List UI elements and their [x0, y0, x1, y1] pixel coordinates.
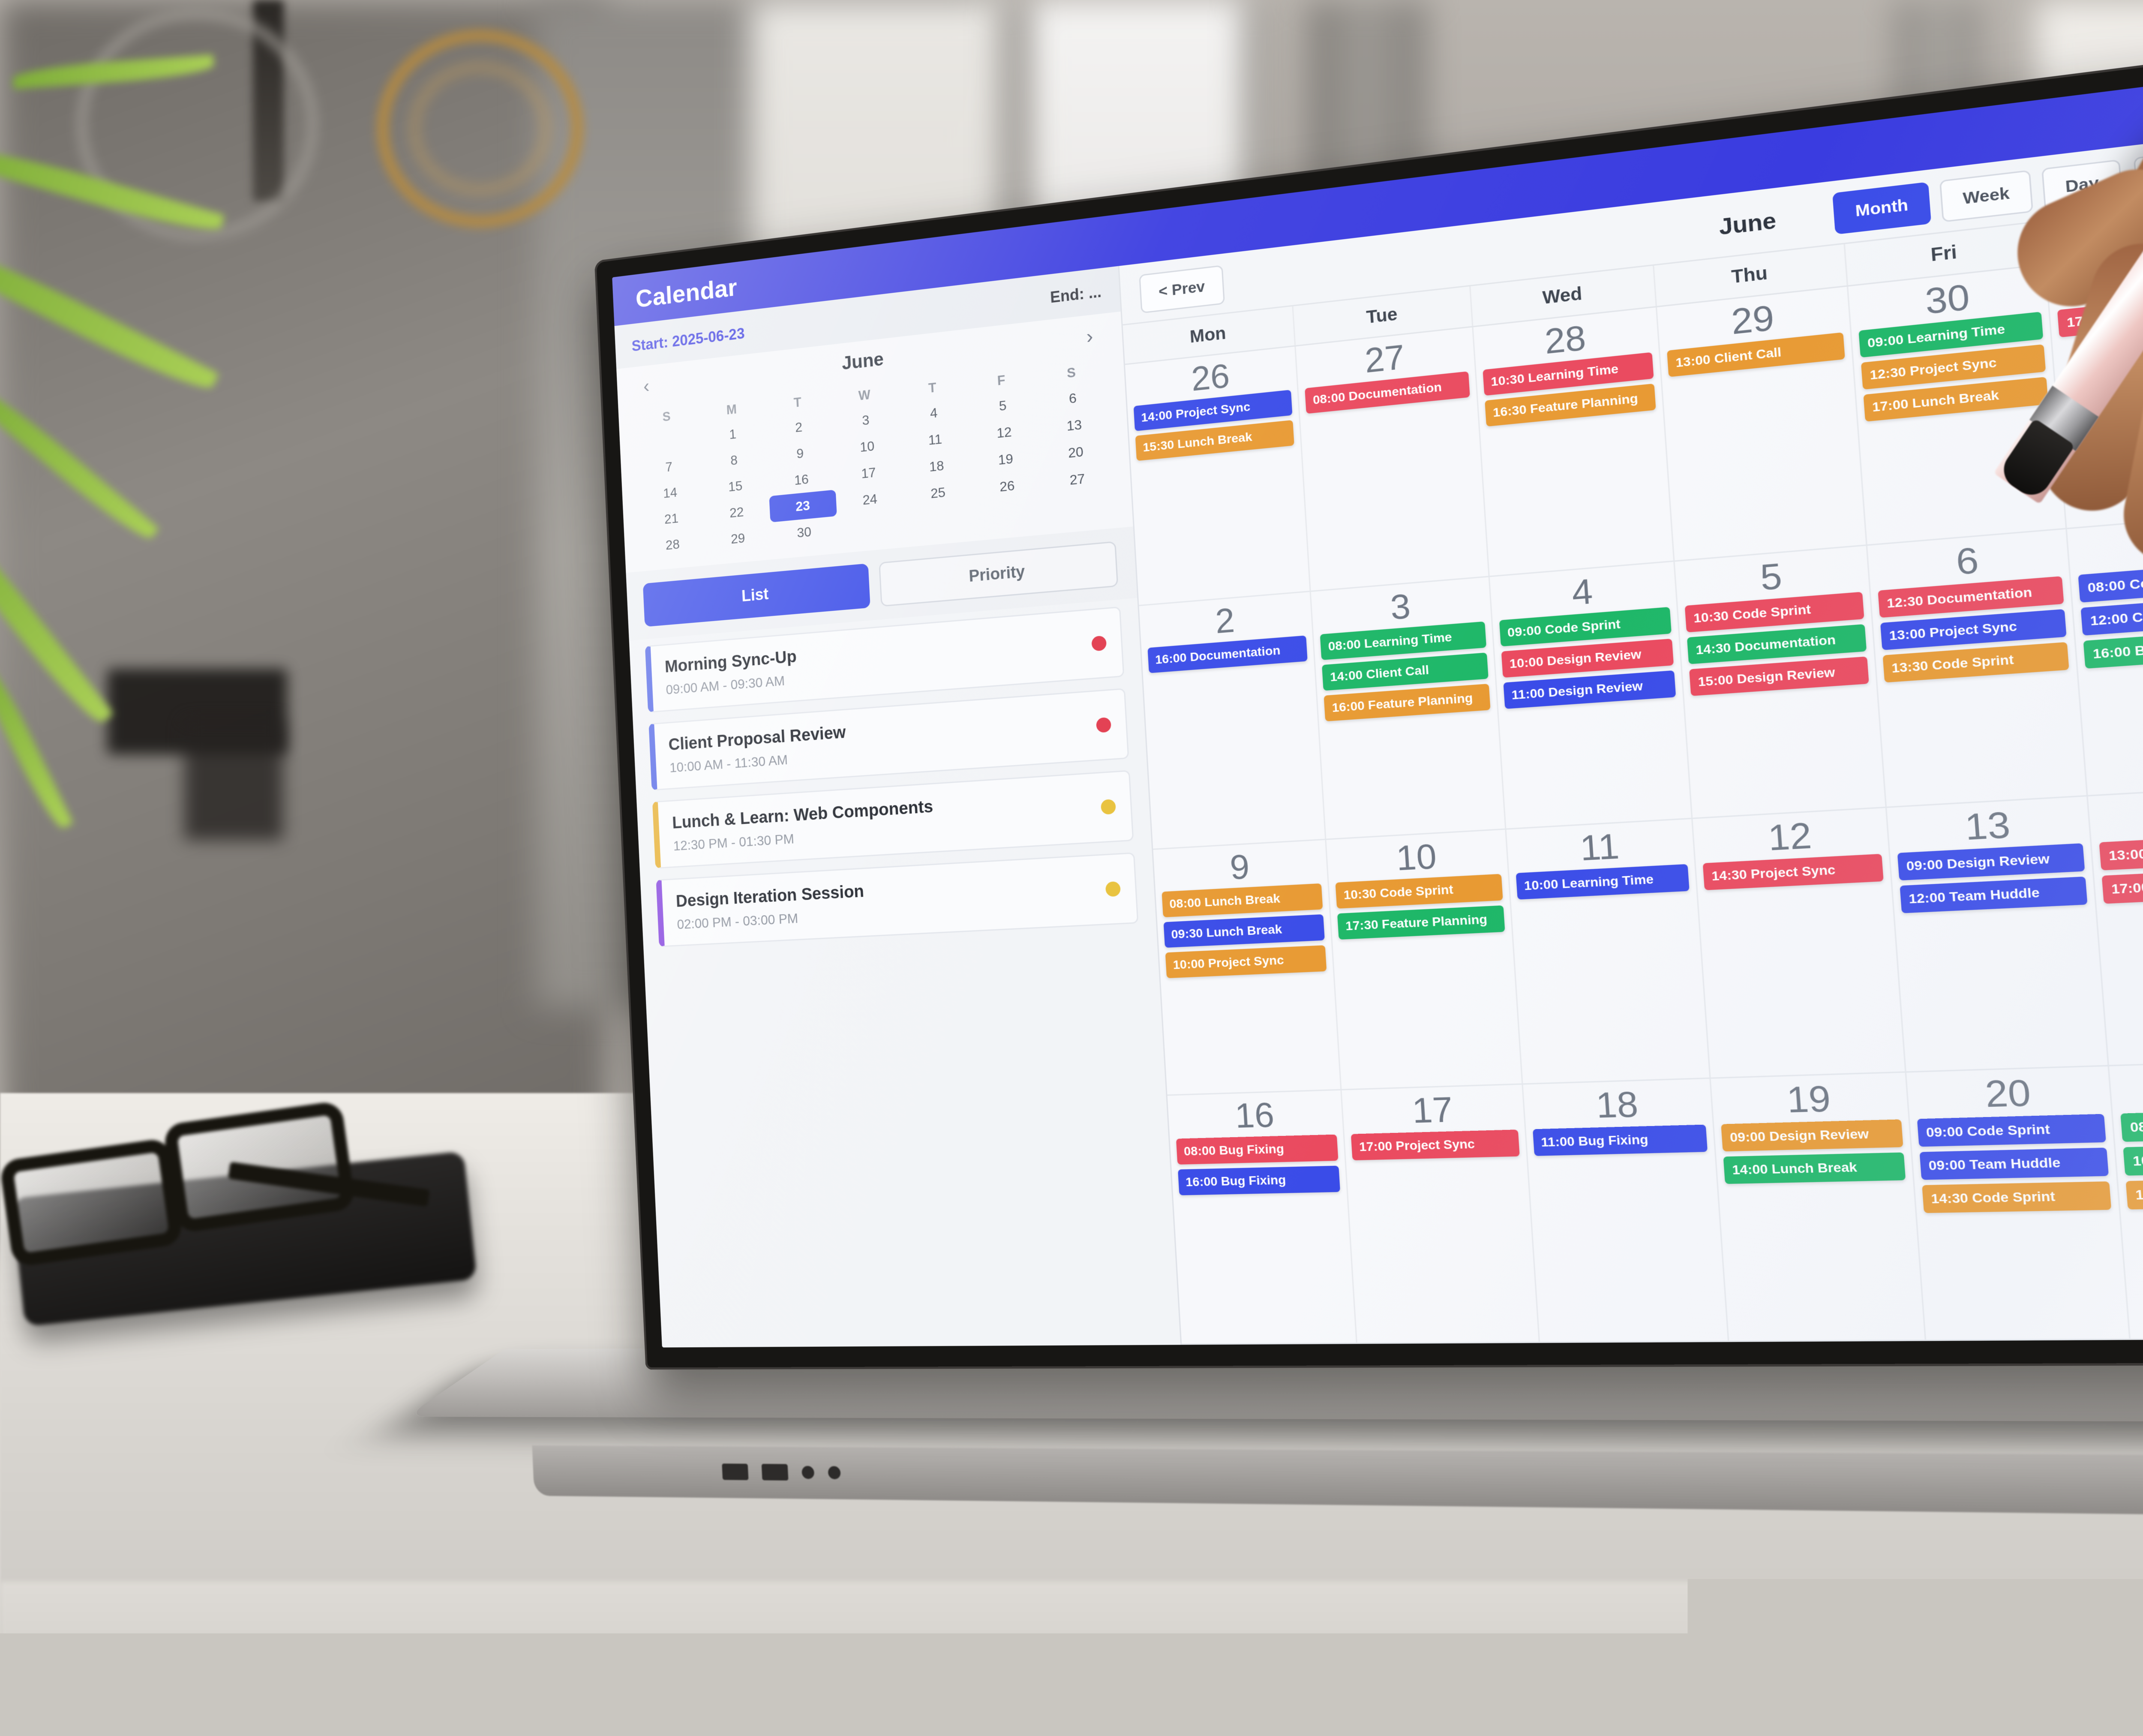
- calendar-event-chip[interactable]: 09:00 Design Review: [1721, 1120, 1903, 1152]
- hand-with-stylus: [1886, 0, 2143, 1243]
- mini-calendar-month-label: June: [841, 349, 884, 375]
- mini-calendar-day[interactable]: 29: [705, 523, 771, 555]
- sidebar-event-status-dot: [1105, 881, 1121, 897]
- range-start-label[interactable]: Start: 2025-06-23: [631, 324, 745, 355]
- calendar-day-cell[interactable]: 16 08:00 Bug Fixing 16:00 Bug Fixing: [1168, 1090, 1358, 1343]
- calendar-event-chip[interactable]: 10:00 Project Sync: [1165, 945, 1327, 978]
- port-audio: [801, 1466, 814, 1479]
- calendar-day-cell[interactable]: 2 16:00 Documentation: [1139, 592, 1327, 849]
- sidebar-tab-priority[interactable]: Priority: [879, 541, 1118, 607]
- sidebar-event-list: Morning Sync-Up 09:00 AM - 09:30 AM Client…: [629, 598, 1181, 1347]
- laptop-ports: [722, 1463, 841, 1481]
- calendar-event-chip[interactable]: 17:00 Project Sync: [1351, 1129, 1519, 1160]
- calendar-day-number: 12: [1700, 814, 1881, 859]
- shelf-object-dark-2: [184, 720, 283, 840]
- port-power: [828, 1466, 840, 1479]
- mini-calendar-next-icon[interactable]: ›: [1074, 323, 1105, 349]
- sidebar: Start: 2025-06-23 End: ... ‹ June › SMTW…: [614, 266, 1182, 1347]
- calendar-day-number: 11: [1513, 825, 1687, 868]
- calendar-event-chip[interactable]: 08:00 Bug Fixing: [1176, 1135, 1339, 1165]
- calendar-day-cell[interactable]: 11 10:00 Learning Time: [1506, 819, 1711, 1083]
- calendar-event-chip[interactable]: 17:30 Feature Planning: [1337, 906, 1505, 940]
- desk-front-edge: [0, 1582, 2143, 1736]
- calendar-event-chip[interactable]: 15:00 Design Review: [1689, 656, 1869, 696]
- port-usb-1: [722, 1463, 748, 1480]
- range-end-label[interactable]: End: ...: [1050, 283, 1102, 307]
- calendar-day-cell[interactable]: 29 13:00 Client Call: [1657, 287, 1867, 560]
- sidebar-event-text: Client Proposal Review 10:00 AM - 11:30 A…: [668, 705, 1089, 775]
- calendar-day-cell[interactable]: 27 08:00 Documentation: [1296, 327, 1490, 590]
- calendar-day-cell[interactable]: 18 11:00 Bug Fixing: [1523, 1079, 1729, 1342]
- calendar-day-number: 3: [1318, 583, 1485, 630]
- sidebar-tab-list[interactable]: List: [643, 563, 870, 627]
- calendar-day-number: 17: [1349, 1090, 1518, 1129]
- calendar-day-cell[interactable]: 5 10:30 Code Sprint 14:30 Documentation 15:…: [1675, 546, 1887, 817]
- port-usb-2: [762, 1464, 789, 1481]
- wall-decor-gold-ring-inner-icon: [411, 64, 549, 193]
- calendar-event-chip[interactable]: 10:00 Learning Time: [1516, 864, 1690, 900]
- sidebar-event-status-dot: [1096, 717, 1111, 733]
- calendar-day-cell[interactable]: 17 17:00 Project Sync: [1342, 1085, 1540, 1343]
- calendar-day-cell[interactable]: 26 14:00 Project Sync 15:30 Lunch Break: [1125, 346, 1311, 605]
- mini-calendar-day[interactable]: 28: [640, 529, 706, 561]
- mini-calendar-prev-icon[interactable]: ‹: [632, 373, 660, 399]
- sidebar-event-text: Lunch & Learn: Web Components 12:30 PM - …: [672, 787, 1093, 854]
- calendar-event-chip[interactable]: 14:30 Project Sync: [1703, 854, 1883, 890]
- sidebar-event-status-dot: [1091, 636, 1107, 652]
- calendar-day-number: 19: [1718, 1079, 1900, 1120]
- calendar-day-cell[interactable]: 4 09:00 Code Sprint 10:00 Design Review 11:…: [1490, 562, 1693, 828]
- app-title: Calendar: [635, 273, 738, 313]
- calendar-event-chip[interactable]: 14:00 Client Call: [1322, 652, 1489, 691]
- calendar-event-chip[interactable]: 10:30 Code Sprint: [1336, 874, 1503, 909]
- calendar-day-cell[interactable]: 3 08:00 Learning Time 14:00 Client Call 16:…: [1311, 577, 1506, 838]
- calendar-day-cell[interactable]: 9 08:00 Lunch Break 09:30 Lunch Break 10:00…: [1153, 840, 1342, 1094]
- sidebar-event-status-dot: [1101, 799, 1116, 815]
- calendar-event-chip[interactable]: 11:00 Design Review: [1503, 670, 1676, 709]
- sidebar-event-text: Morning Sync-Up 09:00 AM - 09:30 AM: [664, 624, 1084, 698]
- calendar-day-number: 18: [1530, 1085, 1705, 1125]
- calendar-day-number: 4: [1497, 568, 1669, 616]
- calendar-event-chip[interactable]: 14:00 Lunch Break: [1723, 1153, 1906, 1184]
- calendar-day-number: 10: [1333, 835, 1501, 878]
- calendar-event-chip[interactable]: 08:00 Lunch Break: [1162, 883, 1323, 917]
- sidebar-event-text: Design Iteration Session 02:00 PM - 03:00…: [675, 869, 1098, 932]
- calendar-event-chip[interactable]: 16:00 Feature Planning: [1324, 684, 1490, 721]
- calendar-day-cell[interactable]: 10 10:30 Code Sprint 17:30 Feature Plannin…: [1327, 829, 1523, 1089]
- calendar-day-number: 16: [1174, 1096, 1337, 1134]
- sidebar-event-card[interactable]: Design Iteration Session 02:00 PM - 03:00…: [656, 852, 1138, 947]
- calendar-day-cell[interactable]: 12 14:30 Project Sync: [1693, 808, 1906, 1077]
- prev-month-button[interactable]: < Prev: [1139, 265, 1225, 313]
- calendar-event-chip[interactable]: 09:30 Lunch Break: [1164, 914, 1325, 948]
- calendar-day-number: 9: [1159, 846, 1321, 888]
- current-month-label: June: [1718, 207, 1777, 240]
- calendar-event-chip[interactable]: 11:00 Bug Fixing: [1533, 1125, 1708, 1156]
- calendar-event-chip[interactable]: 16:00 Bug Fixing: [1178, 1166, 1340, 1195]
- calendar-day-cell[interactable]: 28 10:30 Learning Time 16:30 Feature Plann…: [1473, 307, 1675, 576]
- calendar-day-number: 2: [1145, 598, 1306, 643]
- eyeglass-lens-left: [0, 1138, 183, 1267]
